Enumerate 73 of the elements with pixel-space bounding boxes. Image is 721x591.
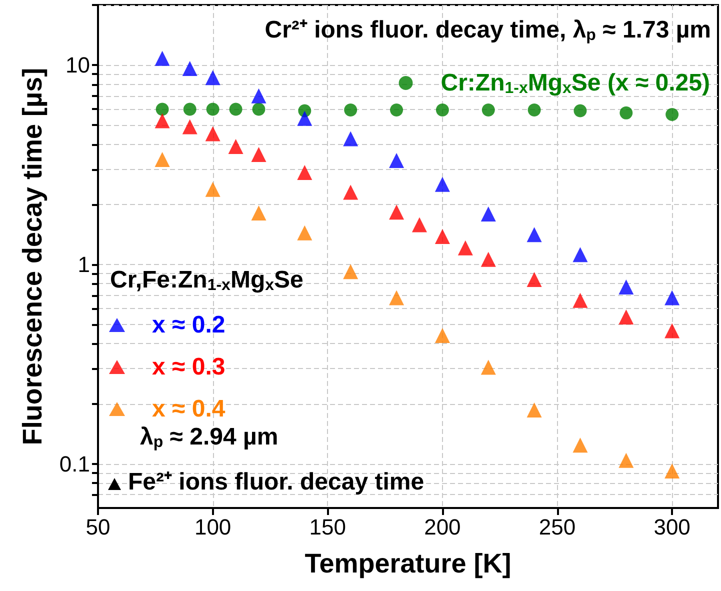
legend-label: Cr:Zn1-xMgxSe (x ≈ 0.25) xyxy=(440,70,710,97)
point xyxy=(251,88,266,104)
point xyxy=(664,323,680,338)
x-tick-label: 200 xyxy=(424,514,461,540)
point xyxy=(251,146,266,162)
point xyxy=(480,252,496,267)
point xyxy=(297,165,312,180)
point xyxy=(229,102,242,116)
annotation: Cr²⁺ ions fluor. decay time, λp ≈ 1.73 µm xyxy=(264,16,712,44)
point xyxy=(458,240,473,256)
point xyxy=(297,110,312,126)
legend-label: x ≈ 0.4 xyxy=(152,396,226,422)
point xyxy=(528,103,541,116)
legend-label: x ≈ 0.2 xyxy=(152,312,226,338)
point xyxy=(251,206,266,221)
legend-label: x ≈ 0.3 xyxy=(152,354,226,380)
point xyxy=(666,108,679,121)
point xyxy=(480,206,496,222)
point xyxy=(343,184,358,200)
annotation: Fe²⁺ ions fluor. decay time xyxy=(128,468,424,496)
point xyxy=(480,360,496,375)
x-tick-label: 50 xyxy=(86,514,110,540)
point xyxy=(664,463,680,478)
point xyxy=(482,103,495,116)
point xyxy=(526,402,542,418)
point xyxy=(574,104,587,118)
point xyxy=(572,438,588,453)
point xyxy=(297,225,312,240)
y-tick-label: 10 xyxy=(66,52,90,78)
x-tick-label: 300 xyxy=(654,514,690,540)
point xyxy=(228,139,244,154)
x-tick-label: 150 xyxy=(309,514,346,540)
point xyxy=(618,280,634,295)
point xyxy=(343,264,358,280)
x-tick-label: 100 xyxy=(194,514,232,540)
x-tick-label: 250 xyxy=(538,514,576,540)
point xyxy=(572,247,588,262)
point xyxy=(389,290,404,306)
point xyxy=(252,102,266,116)
point xyxy=(434,176,450,192)
point xyxy=(154,113,170,128)
point xyxy=(343,131,358,146)
point xyxy=(412,217,427,232)
point xyxy=(182,119,198,134)
point xyxy=(389,152,404,168)
point xyxy=(664,290,680,306)
point xyxy=(526,272,542,287)
point xyxy=(618,309,634,324)
point xyxy=(434,328,450,343)
point xyxy=(154,152,170,167)
point xyxy=(390,103,404,116)
point xyxy=(526,227,542,242)
point xyxy=(156,102,169,116)
y-tick-label: 1 xyxy=(78,252,90,277)
point xyxy=(436,103,449,116)
point xyxy=(205,70,220,86)
point xyxy=(182,61,198,76)
point xyxy=(572,292,588,308)
point xyxy=(344,103,358,116)
y-axis-title: Fluorescence decay time [µs] xyxy=(18,68,48,446)
point xyxy=(205,182,220,197)
point xyxy=(206,102,220,116)
legend-title: Cr,Fe:Zn1-xMgxSe xyxy=(110,266,304,294)
y-tick-label: 0.1 xyxy=(59,451,90,476)
point xyxy=(154,50,170,66)
point xyxy=(205,126,220,142)
point xyxy=(183,102,196,116)
point xyxy=(620,106,633,120)
point xyxy=(389,204,404,220)
point xyxy=(434,229,450,244)
annotation: λp ≈ 2.94 µm xyxy=(140,424,278,451)
x-axis-title: Temperature [K] xyxy=(304,548,512,578)
point xyxy=(618,452,634,468)
